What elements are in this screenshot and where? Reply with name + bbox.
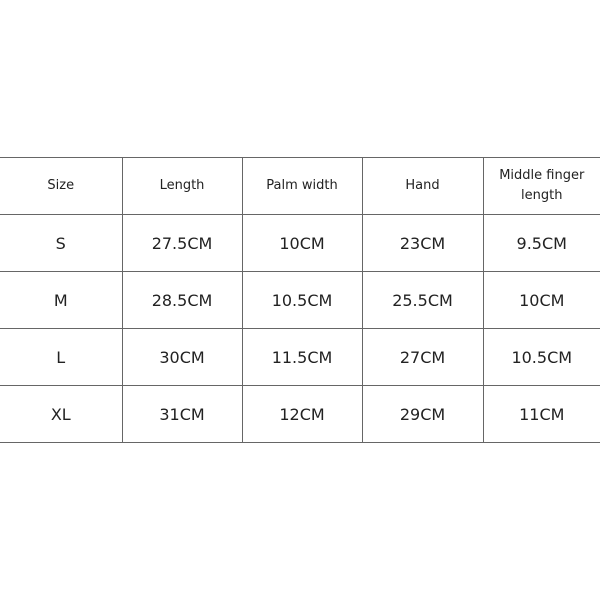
table-cell: 27CM [361,328,483,386]
size-table: Size Length Palm width Hand Middle finger le… [0,157,600,443]
header-cell: Length [121,157,242,215]
table-cell: 10CM [241,214,362,272]
table-cell: 25.5CM [361,271,483,329]
table-cell: 28.5CM [121,271,242,329]
table-cell: 10.5CM [241,271,362,329]
table-cell: 11CM [482,385,600,443]
table-row: L 30CM 11.5CM 27CM 10.5CM [0,328,600,386]
table-cell: XL [0,385,122,443]
table-cell: 12CM [241,385,362,443]
table-cell: 11.5CM [241,328,362,386]
table-cell: 10CM [482,271,600,329]
table-cell: 23CM [361,214,483,272]
table-cell: 30CM [121,328,242,386]
header-cell: Middle finger length [482,157,600,215]
table-body: Size Length Palm width Hand Middle finger le… [0,157,600,443]
table-row: XL 31CM 12CM 29CM 11CM [0,385,600,443]
table-cell: M [0,271,122,329]
table-cell: 27.5CM [121,214,242,272]
table-cell: S [0,214,122,272]
table-cell: 31CM [121,385,242,443]
header-row: Size Length Palm width Hand Middle finger le… [0,157,600,215]
table-row: M 28.5CM 10.5CM 25.5CM 10CM [0,271,600,329]
header-cell: Size [0,157,122,215]
table-cell: L [0,328,122,386]
table-row: S 27.5CM 10CM 23CM 9.5CM [0,214,600,272]
table-cell: 29CM [361,385,483,443]
table-cell: 9.5CM [482,214,600,272]
header-cell: Hand [361,157,483,215]
table-cell: 10.5CM [482,328,600,386]
header-cell: Palm width [241,157,362,215]
